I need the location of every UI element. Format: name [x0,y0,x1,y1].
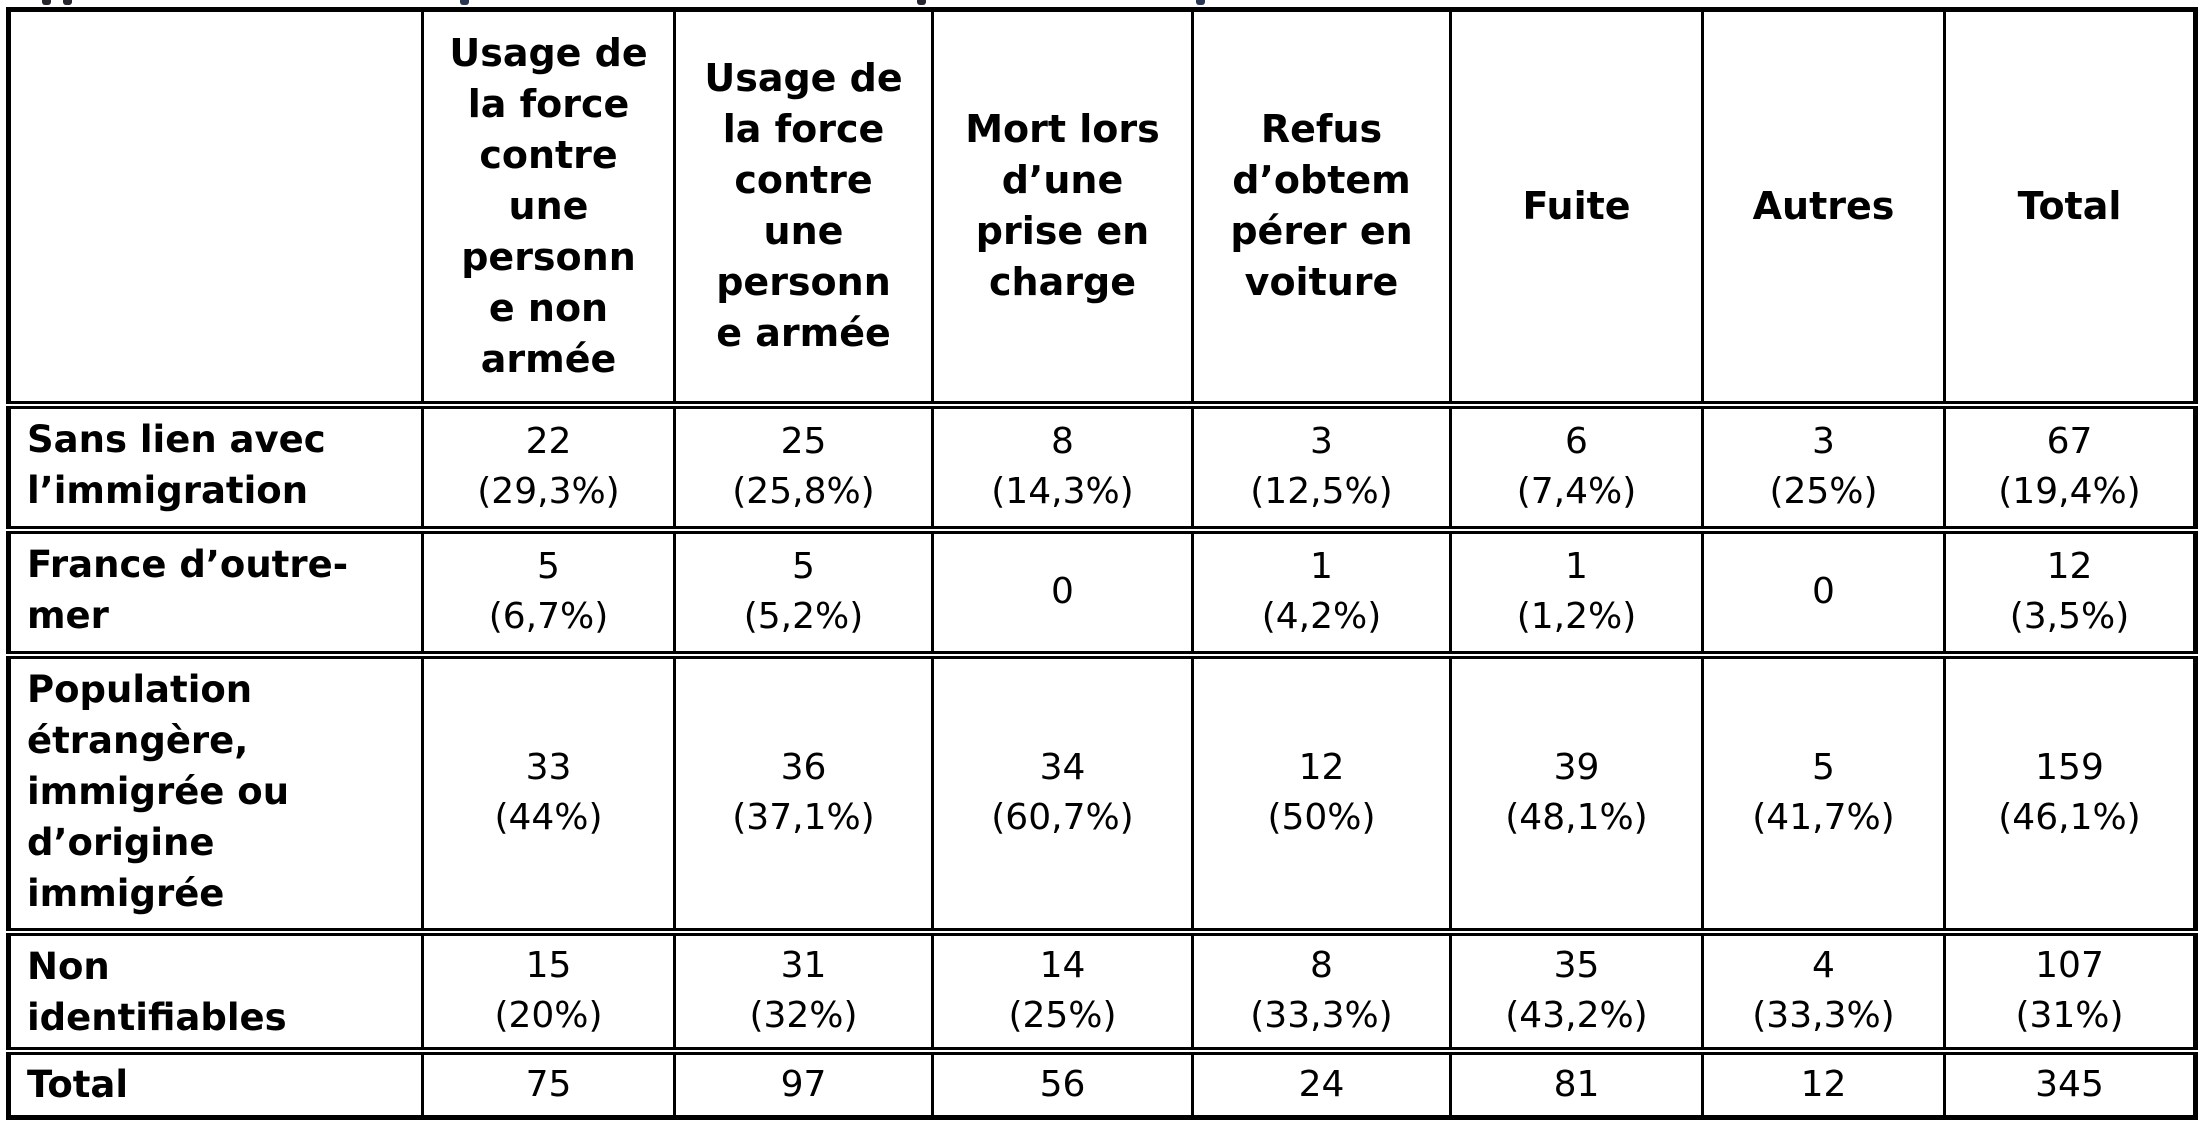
caption-descender-mark [63,0,72,5]
corner-cell [7,8,424,406]
table-cell: 56 [931,1046,1194,1119]
table-cell: 15 (20%) [421,927,676,1052]
column-header-mort-prise-en-charge: Mort lors d’une prise en charge [931,8,1194,406]
table-cell: 35 (43,2%) [1449,927,1704,1052]
column-header-force-non-armee: Usage de la force contre une personn e n… [421,8,676,406]
table-cell: 0 [931,525,1194,656]
data-table: Usage de la force contre une personn e n… [6,7,2198,1120]
table-cell: 5 (5,2%) [673,525,934,656]
table-row-population-etrangere: Population étrangère, immigrée ou d’orig… [7,650,2197,933]
table-cell: 14 (25%) [931,927,1194,1052]
table-cell: 24 [1191,1046,1452,1119]
caption-descender-mark [460,0,469,5]
table-cell: 8 (14,3%) [931,400,1194,531]
caption-descender-mark [42,0,51,5]
table-cell: 31 (32%) [673,927,934,1052]
table-cell: 5 (6,7%) [421,525,676,656]
table-cell: 67 (19,4%) [1943,400,2197,531]
table-cell: 22 (29,3%) [421,400,676,531]
table-cell: 4 (33,3%) [1701,927,1946,1052]
row-label: Population étrangère, immigrée ou d’orig… [7,650,424,933]
column-header-force-armee: Usage de la force contre une personn e a… [673,8,934,406]
table-cell: 39 (48,1%) [1449,650,1704,933]
table-cell: 1 (1,2%) [1449,525,1704,656]
table-cell: 75 [421,1046,676,1119]
table-cell: 25 (25,8%) [673,400,934,531]
table-cell: 97 [673,1046,934,1119]
table-row-total: Total 75 97 56 24 81 12 345 [7,1046,2197,1119]
row-label: France d’outre- mer [7,525,424,656]
table-cell: 159 (46,1%) [1943,650,2197,933]
column-header-autres: Autres [1701,8,1946,406]
table-cell: 8 (33,3%) [1191,927,1452,1052]
row-label: Non identifiables [7,927,424,1052]
table-row-non-identifiables: Non identifiables 15 (20%) 31 (32%) 14 (… [7,927,2197,1052]
row-label: Sans lien avec l’immigration [7,400,424,531]
caption-descender-mark [1196,0,1205,5]
table-cell: 33 (44%) [421,650,676,933]
caption-descender-mark [917,0,926,5]
column-header-fuite: Fuite [1449,8,1704,406]
table-cell: 345 [1943,1046,2197,1119]
column-header-total: Total [1943,8,2197,406]
table-cell: 34 (60,7%) [931,650,1194,933]
header-row: Usage de la force contre une personn e n… [7,8,2197,406]
table-cell: 107 (31%) [1943,927,2197,1052]
table-cell: 3 (25%) [1701,400,1946,531]
row-label-total: Total [7,1046,424,1119]
table-cell: 81 [1449,1046,1704,1119]
table-row-sans-lien: Sans lien avec l’immigration 22 (29,3%) … [7,400,2197,531]
table-cell: 12 (3,5%) [1943,525,2197,656]
table-cell: 1 (4,2%) [1191,525,1452,656]
table-cell: 0 [1701,525,1946,656]
table-cell: 12 (50%) [1191,650,1452,933]
table-row-outre-mer: France d’outre- mer 5 (6,7%) 5 (5,2%) 0 … [7,525,2197,656]
column-header-refus-obtemperer: Refus d’obtem pérer en voiture [1191,8,1452,406]
table-cell: 3 (12,5%) [1191,400,1452,531]
table-cell: 12 [1701,1046,1946,1119]
table-cell: 6 (7,4%) [1449,400,1704,531]
table-cell: 36 (37,1%) [673,650,934,933]
table-cell: 5 (41,7%) [1701,650,1946,933]
